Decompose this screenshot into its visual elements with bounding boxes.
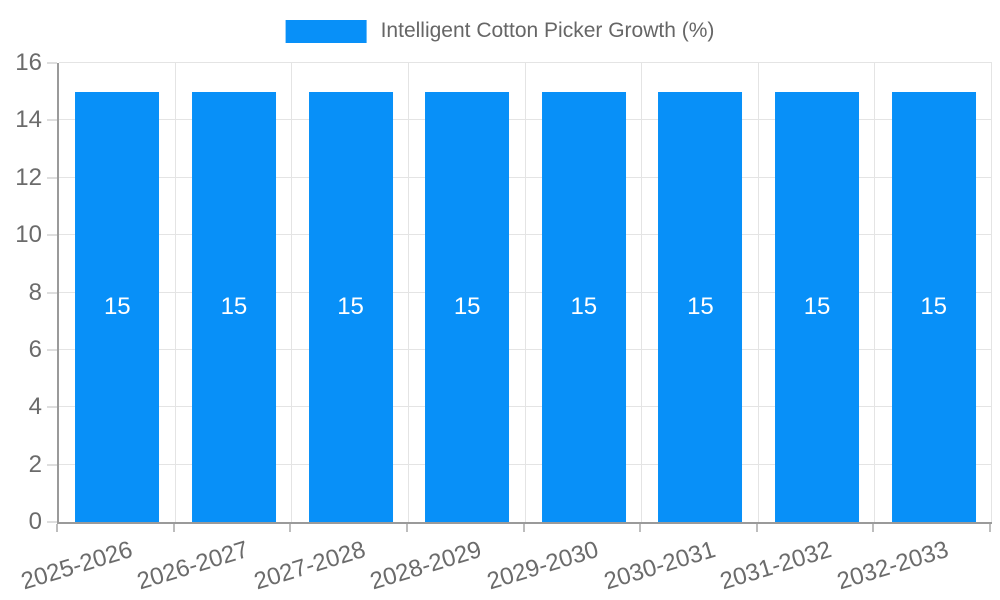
plot-area: 15 15 15 15 15 15 15 15 (57, 62, 992, 524)
x-axis-tick (872, 524, 875, 532)
y-axis-tick (47, 349, 57, 351)
x-axis-label-text: 2031-2032 (717, 536, 835, 596)
y-axis-tick-label: 10 (15, 221, 42, 249)
x-axis-label-text: 2032-2033 (833, 536, 952, 596)
gridline (991, 63, 992, 522)
y-axis-tick-label: 16 (15, 49, 42, 76)
legend[interactable]: Intelligent Cotton Picker Growth (%) (285, 19, 715, 43)
y-axis-tick-label: 0 (28, 508, 42, 535)
legend-swatch (285, 19, 367, 43)
y-axis-tick-label: 6 (28, 335, 42, 363)
bar[interactable]: 15 (891, 91, 976, 522)
y-axis-tick (47, 521, 57, 523)
y-axis-tick (47, 406, 57, 408)
x-axis-label-text: 2025-2026 (17, 536, 136, 596)
y-axis-tick (47, 234, 57, 236)
x-axis-tick (172, 524, 175, 532)
x-axis-label-text: 2026-2027 (134, 536, 252, 596)
x-axis-tick (755, 524, 758, 532)
x-axis-tick (56, 524, 58, 532)
bar-value-label: 15 (687, 292, 714, 320)
x-axis-label-text: 2029-2030 (484, 536, 602, 596)
gridline (59, 348, 992, 350)
bar[interactable]: 15 (425, 91, 510, 522)
x-axis-labels: 2025-2026 2026-2027 2027-2028 2028-2029 2029… (18, 536, 990, 600)
y-axis-tick-label: 8 (28, 278, 42, 306)
gridline (59, 406, 992, 408)
x-axis-tick (522, 524, 525, 532)
gridline (59, 463, 992, 465)
bar-value-label: 15 (570, 292, 598, 320)
x-axis-label-text: 2028-2029 (367, 536, 486, 596)
x-axis-label-text: 2030-2031 (600, 536, 719, 596)
legend-label: Intelligent Cotton Picker Growth (%) (380, 19, 715, 42)
bar-value-label: 15 (220, 292, 248, 320)
gridline (524, 63, 526, 522)
bar[interactable]: 15 (191, 91, 276, 522)
x-axis-tick (405, 524, 408, 532)
bar-value-label: 15 (337, 292, 364, 320)
y-axis-tick (47, 119, 57, 121)
x-axis-tick (989, 524, 991, 532)
bar[interactable]: 15 (658, 91, 743, 522)
gridline (757, 63, 759, 522)
gridline (59, 62, 992, 63)
gridline (59, 119, 992, 121)
gridline (874, 63, 876, 522)
x-axis-tick (289, 524, 292, 532)
y-axis: 0 2 4 6 8 10 12 14 16 (0, 51, 57, 534)
y-axis-tick-label: 4 (28, 393, 42, 421)
y-axis-tick (47, 177, 57, 179)
gridline (59, 291, 992, 293)
bar[interactable]: 15 (775, 91, 860, 522)
bar[interactable]: 15 (75, 91, 160, 522)
gridline (59, 176, 992, 178)
gridline (407, 63, 409, 522)
y-axis-tick-label: 2 (28, 450, 42, 478)
gridline (641, 63, 643, 522)
bar[interactable]: 15 (541, 91, 626, 522)
y-axis-tick (47, 292, 57, 293)
gridline (291, 63, 293, 522)
bar-value-label: 15 (803, 292, 831, 320)
y-axis-tick-label: 14 (15, 106, 42, 134)
bar[interactable]: 15 (308, 91, 393, 522)
bar-value-label: 15 (103, 292, 131, 320)
bar-value-label: 15 (453, 292, 481, 320)
y-axis-tick-label: 12 (15, 163, 42, 191)
x-axis-tick (639, 524, 642, 532)
y-axis-tick (47, 62, 57, 64)
x-axis-ticks (56, 524, 991, 532)
gridline (174, 63, 176, 522)
gridline (59, 234, 992, 236)
y-axis-tick (47, 464, 57, 466)
bar-value-label: 15 (920, 292, 948, 320)
x-axis-label-text: 2027-2028 (250, 536, 369, 596)
